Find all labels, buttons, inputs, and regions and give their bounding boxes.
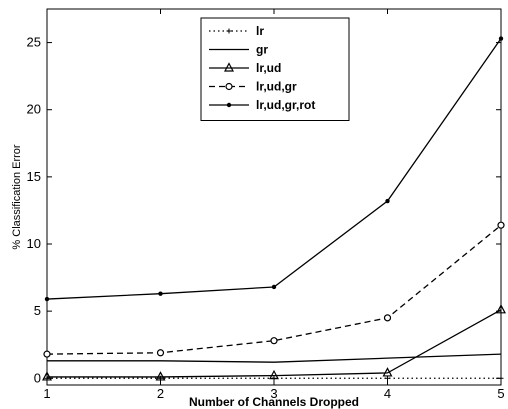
series-lr-ud-gr-rot-marker — [158, 291, 163, 296]
series-lr-ud-gr-line — [46, 224, 502, 355]
y-tick-label: 20 — [27, 102, 41, 117]
series-lr-ud-marker — [42, 371, 52, 381]
y-tick-label: 5 — [34, 303, 41, 318]
x-axis-label: Number of Channels Dropped — [189, 395, 359, 409]
legend: lr gr lr,ud lr,ud,gr lr,ud,gr,rot — [200, 17, 350, 121]
y-axis-label: % Classification Error — [11, 144, 23, 249]
series-lr-marker — [498, 375, 504, 381]
legend-lr-ud-gr-rot-marker — [226, 102, 232, 108]
series-lr-marker — [385, 375, 390, 381]
series-lr-ud-gr-marker — [156, 349, 165, 357]
series-lr-ud-gr-rot-marker — [385, 198, 390, 204]
series-lr-ud-gr-marker — [383, 314, 392, 322]
y-tick-label: 0 — [34, 370, 41, 385]
legend-lr-ud-label: lr,ud — [256, 61, 281, 75]
y-tick-label: 10 — [27, 236, 41, 251]
x-tick-label: 5 — [497, 386, 504, 401]
x-tick-label: 1 — [43, 386, 50, 401]
legend-entry: lr,ud,gr — [209, 80, 297, 94]
series-lr-ud-marker — [496, 304, 506, 314]
series-lr-ud-gr-marker — [43, 350, 51, 358]
x-axis: 1 2 3 4 5 — [43, 9, 505, 401]
y-tick-label: 25 — [27, 35, 41, 50]
legend-gr-label: gr — [256, 43, 268, 57]
series-lr-ud-gr — [43, 221, 505, 358]
series-lr-ud-marker — [269, 369, 279, 380]
series-lr-ud-gr-marker — [497, 221, 505, 229]
legend-lr-ud-marker — [224, 62, 234, 72]
series-lr-ud-gr-marker — [270, 337, 278, 345]
legend-lr-ud-gr-marker — [225, 82, 233, 91]
series-lr-ud-line — [47, 309, 502, 378]
legend-entry: lr — [209, 24, 264, 38]
x-tick-label: 3 — [270, 386, 277, 401]
series-lr-ud-gr-rot-marker — [498, 36, 504, 41]
series-layer — [42, 36, 506, 381]
series-lr-ud-gr-rot-marker — [271, 284, 277, 290]
legend-entry: lr,ud,gr,rot — [209, 98, 315, 112]
legend-lr-label: lr — [256, 24, 264, 38]
legend-lr-ud-gr-rot-label: lr,ud,gr,rot — [256, 98, 315, 112]
legend-entry: gr — [209, 43, 268, 57]
legend-lr-marker — [226, 28, 232, 34]
series-lr-ud-gr-rot — [44, 36, 504, 302]
y-tick-label: 15 — [27, 169, 41, 184]
legend-entry: lr,ud — [209, 61, 281, 75]
x-tick-label: 4 — [384, 386, 391, 401]
series-lr-ud-gr-rot-marker — [44, 296, 50, 302]
x-tick-label: 2 — [157, 386, 164, 401]
series-lr-ud — [42, 304, 506, 381]
series-gr-line — [47, 353, 502, 363]
series-gr — [47, 353, 502, 363]
series-lr-ud-marker — [155, 371, 166, 381]
series-lr-ud-marker — [382, 367, 393, 377]
legend-lr-ud-gr-label: lr,ud,gr — [256, 80, 297, 94]
